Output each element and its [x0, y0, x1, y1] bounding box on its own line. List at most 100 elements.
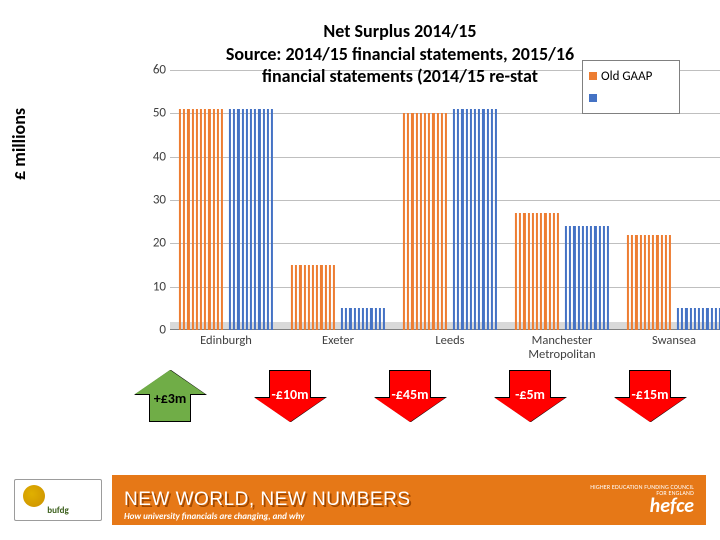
bar-stripe	[453, 109, 455, 330]
bar-stripe	[271, 109, 273, 330]
bar-stripe	[312, 265, 314, 330]
bar-stripe	[548, 213, 550, 330]
bar-stripe	[291, 265, 293, 330]
bar-stripe	[187, 109, 189, 330]
bar-stripe	[329, 265, 331, 330]
legend: Old GAAP	[582, 60, 680, 114]
arrow-down-icon: -£5m	[495, 370, 565, 422]
hefce-brand: hefce	[584, 496, 694, 516]
bar-stripe	[221, 109, 223, 330]
bufdg-label: bufdg	[47, 505, 68, 516]
bar-stripe	[354, 308, 356, 330]
bar-stripe	[627, 235, 629, 330]
bar-stripe	[299, 265, 301, 330]
category-label: Edinburgh	[170, 330, 282, 360]
bar-stripe	[407, 113, 409, 330]
bar-stripe	[474, 109, 476, 330]
bar-series-1	[677, 308, 720, 330]
bar-stripe	[333, 265, 335, 330]
change-value: -£5m	[495, 386, 565, 403]
bar-stripe	[607, 226, 609, 330]
bar-stripe	[478, 109, 480, 330]
bar-stripe	[267, 109, 269, 330]
bar-group	[627, 235, 720, 330]
change-value: -£45m	[375, 386, 445, 403]
arrow-down-icon: -£10m	[255, 370, 325, 422]
bar-stripe	[208, 109, 210, 330]
bar-stripe	[242, 109, 244, 330]
bar-stripe	[304, 265, 306, 330]
bar-stripe	[690, 308, 692, 330]
bar-series-1	[229, 109, 273, 330]
bar-series-0	[403, 113, 447, 330]
bar-stripe	[320, 265, 322, 330]
bar-stripe	[295, 265, 297, 330]
change-value: +£3m	[135, 390, 205, 407]
chart-title-line1: Net Surplus 2014/15	[130, 20, 670, 43]
bar-stripe	[698, 308, 700, 330]
bar-stripe	[586, 226, 588, 330]
bar-stripe	[366, 308, 368, 330]
bar-stripe	[246, 109, 248, 330]
bar-stripe	[603, 226, 605, 330]
bar-stripe	[635, 235, 637, 330]
arrow-down-icon: -£15m	[615, 370, 685, 422]
bar-stripe	[536, 213, 538, 330]
bar-series-1	[453, 109, 497, 330]
bar-stripe	[482, 109, 484, 330]
arrow-up-icon: +£3m	[135, 370, 205, 422]
bar-stripe	[200, 109, 202, 330]
bar-stripe	[250, 109, 252, 330]
change-annotations: +£3m-£10m-£45m-£5m-£15m	[80, 370, 680, 450]
bar-stripe	[237, 109, 239, 330]
bar-stripe	[656, 235, 658, 330]
bar-stripe	[457, 109, 459, 330]
bar-stripe	[466, 109, 468, 330]
bar-stripe	[553, 213, 555, 330]
bar-stripe	[523, 213, 525, 330]
y-tick-label: 30	[140, 193, 166, 208]
bar-group	[515, 213, 609, 330]
bar-stripe	[685, 308, 687, 330]
chart-container: Net Surplus 2014/15 Source: 2014/15 fina…	[60, 10, 680, 400]
bar-stripe	[573, 226, 575, 330]
slogan-banner: NEW WORLD, NEW NUMBERS How university fi…	[112, 475, 706, 525]
banner-title: NEW WORLD, NEW NUMBERS	[124, 489, 411, 511]
bar-stripe	[341, 308, 343, 330]
bar-stripe	[370, 308, 372, 330]
bar-stripe	[644, 235, 646, 330]
bufdg-logo: bufdg	[14, 479, 102, 521]
legend-item	[589, 89, 673, 107]
y-tick-label: 20	[140, 236, 166, 251]
y-axis-label: £ millions	[8, 108, 30, 180]
category-label: Exeter	[282, 330, 394, 360]
bar-stripe	[652, 235, 654, 330]
bar-stripe	[179, 109, 181, 330]
bar-series-1	[341, 308, 385, 330]
bar-stripe	[212, 109, 214, 330]
bar-stripe	[362, 308, 364, 330]
bar-stripe	[519, 213, 521, 330]
bar-stripe	[640, 235, 642, 330]
bar-stripe	[491, 109, 493, 330]
bar-stripe	[432, 113, 434, 330]
arrow-down-icon: -£45m	[375, 370, 445, 422]
bar-stripe	[557, 213, 559, 330]
change-arrow: -£10m	[245, 370, 335, 422]
bar-stripe	[540, 213, 542, 330]
bar-stripe	[706, 308, 708, 330]
bar-stripe	[569, 226, 571, 330]
bar-stripe	[711, 308, 713, 330]
change-arrow: -£5m	[485, 370, 575, 422]
bar-stripe	[349, 308, 351, 330]
bar-stripe	[420, 113, 422, 330]
bar-stripe	[192, 109, 194, 330]
bar-stripe	[424, 113, 426, 330]
category-label: Manchester Metropolitan	[506, 330, 618, 360]
bar-stripe	[316, 265, 318, 330]
bar-stripe	[183, 109, 185, 330]
bar-stripe	[681, 308, 683, 330]
bar-stripe	[461, 109, 463, 330]
bar-stripe	[578, 226, 580, 330]
change-value: -£15m	[615, 386, 685, 403]
